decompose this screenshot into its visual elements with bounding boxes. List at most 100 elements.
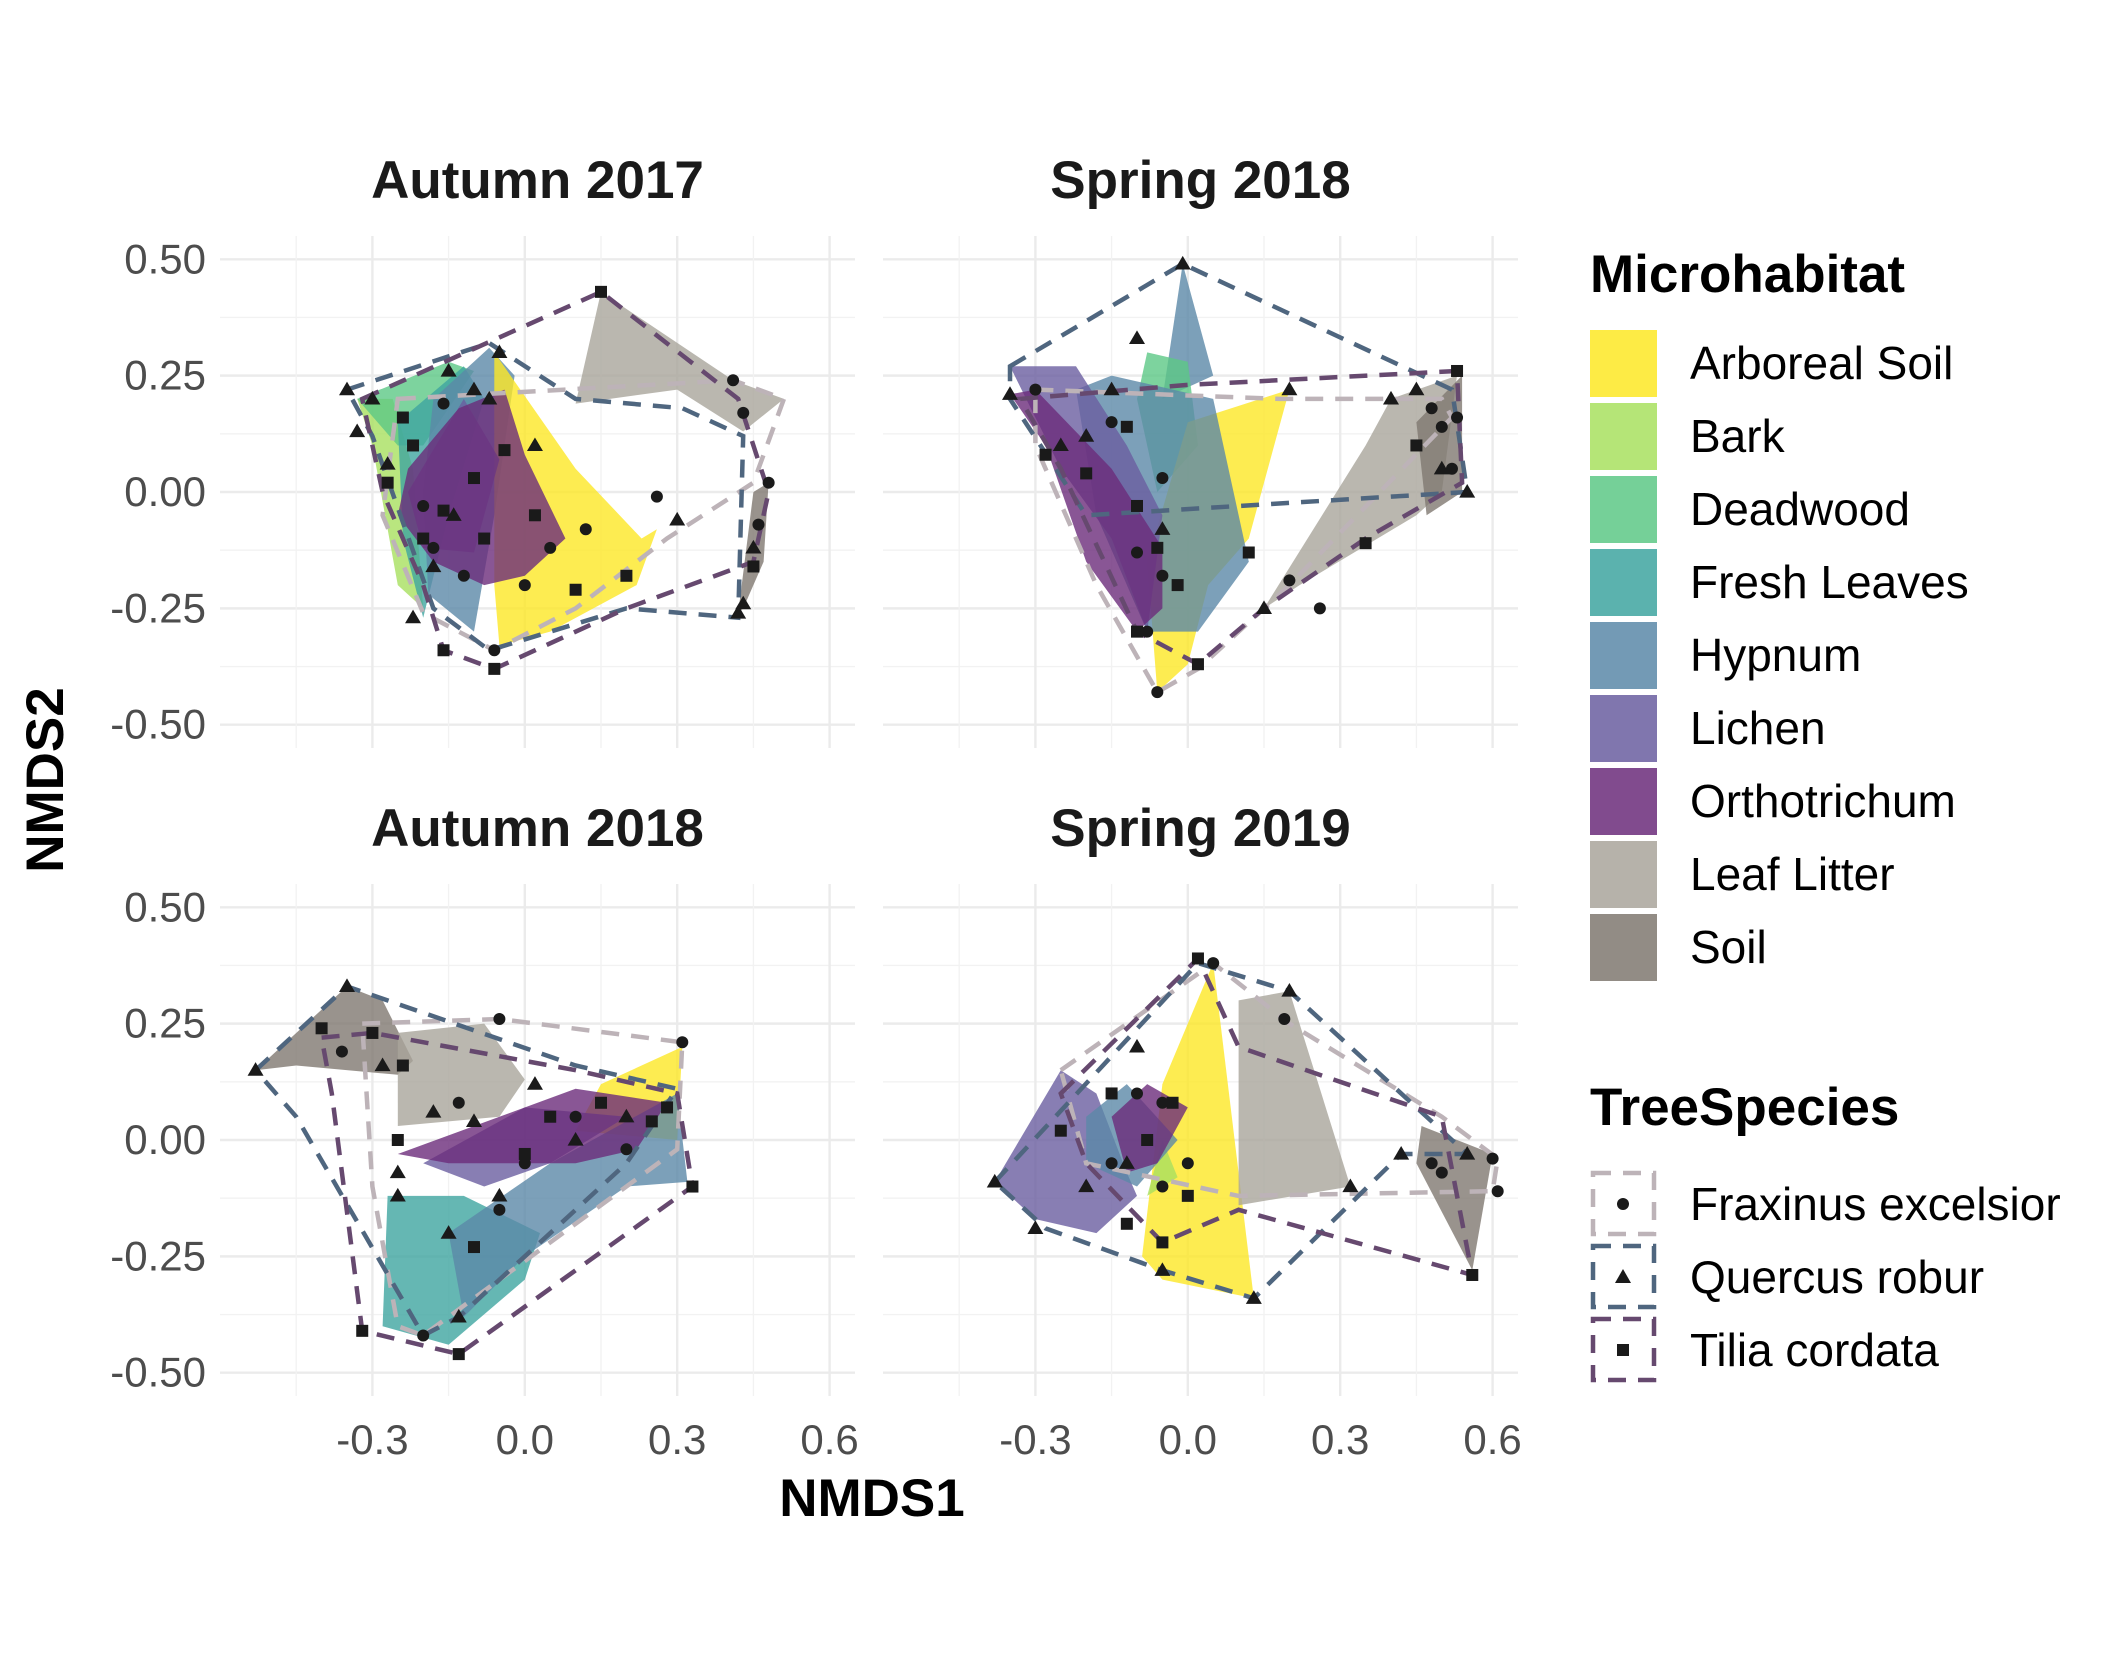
point-fraxinus xyxy=(335,1045,348,1058)
point-fraxinus xyxy=(650,490,663,503)
point-tilia xyxy=(1120,1217,1133,1230)
point-tilia xyxy=(1156,1236,1169,1249)
legend-key-hypnum xyxy=(1590,622,1657,689)
x-axis-title: NMDS1 xyxy=(779,1469,965,1528)
legend-key-quercus-robur xyxy=(1590,1243,1657,1310)
point-quercus xyxy=(247,1062,264,1076)
legend-symbol-triangle xyxy=(1615,1269,1631,1283)
point-quercus xyxy=(339,381,355,396)
point-quercus xyxy=(379,456,396,470)
point-quercus xyxy=(1408,381,1425,396)
point-quercus xyxy=(491,344,508,358)
point-fraxinus xyxy=(676,1036,689,1049)
point-tilia xyxy=(391,1134,404,1146)
species-hull-tilia-cordata xyxy=(1016,368,1465,667)
treespecies-legend-title: TreeSpecies xyxy=(1590,1078,1899,1137)
legend-label-deadwood: Deadwood xyxy=(1690,483,1910,535)
point-tilia xyxy=(1151,541,1164,554)
hull-leaf-litter xyxy=(397,1023,525,1126)
point-tilia xyxy=(569,583,582,596)
point-quercus xyxy=(1103,381,1120,396)
point-quercus xyxy=(1459,484,1476,498)
y-tick-label: 0.00 xyxy=(124,1116,206,1163)
point-fraxinus xyxy=(1156,1180,1169,1193)
point-quercus xyxy=(526,1076,543,1090)
point-quercus xyxy=(1174,255,1191,270)
point-quercus xyxy=(730,605,747,619)
species-hull-quercus-robur xyxy=(252,983,681,1339)
point-tilia xyxy=(518,1147,531,1160)
point-fraxinus xyxy=(1486,1152,1499,1165)
legend-key-fresh-leaves xyxy=(1590,549,1657,616)
legend-label-arboreal-soil: Arboreal Soil xyxy=(1690,337,1953,389)
point-fraxinus xyxy=(1131,1087,1143,1100)
point-tilia xyxy=(544,1110,557,1123)
point-fraxinus xyxy=(1141,625,1154,638)
point-quercus xyxy=(405,609,422,624)
y-tick-label: -0.25 xyxy=(110,1232,206,1279)
point-quercus xyxy=(1383,390,1399,405)
x-tick-label: -0.3 xyxy=(336,1416,408,1463)
point-tilia xyxy=(437,644,450,657)
point-tilia xyxy=(620,569,633,582)
point-tilia xyxy=(595,285,607,298)
point-quercus xyxy=(389,1164,406,1179)
legend-key-orthotrichum xyxy=(1590,768,1657,835)
point-quercus xyxy=(735,595,752,610)
legend-symbol-square xyxy=(1617,1344,1629,1356)
point-fraxinus xyxy=(762,476,775,489)
point-quercus xyxy=(374,1057,391,1072)
legend-label-quercus-robur: Quercus robur xyxy=(1690,1251,1984,1303)
point-quercus xyxy=(1027,1220,1044,1235)
point-quercus xyxy=(425,558,442,573)
point-quercus xyxy=(466,1113,482,1127)
microhabitat-hulls xyxy=(1010,263,1463,693)
point-fraxinus xyxy=(1435,1166,1448,1179)
point-quercus xyxy=(425,1104,442,1118)
hull-arboreal-soil xyxy=(494,352,657,646)
point-tilia xyxy=(1120,420,1133,433)
point-tilia xyxy=(478,532,491,545)
point-tilia xyxy=(366,1026,379,1039)
point-tilia xyxy=(661,1101,674,1114)
point-quercus xyxy=(1078,428,1095,442)
point-quercus xyxy=(526,437,543,452)
x-tick-label: 0.6 xyxy=(1463,1416,1521,1463)
y-tick-label: 0.00 xyxy=(124,468,206,515)
point-fraxinus xyxy=(1278,1012,1291,1025)
microhabitat-hulls xyxy=(357,291,784,646)
point-fraxinus xyxy=(417,499,430,512)
point-tilia xyxy=(1451,364,1464,377)
point-tilia xyxy=(1466,1268,1479,1281)
legend-key-soil xyxy=(1590,914,1657,981)
point-quercus xyxy=(466,381,482,396)
point-fraxinus xyxy=(1283,574,1296,587)
point-tilia xyxy=(1410,439,1423,452)
point-quercus xyxy=(669,511,686,526)
point-quercus xyxy=(481,390,498,405)
point-quercus xyxy=(618,1108,635,1123)
point-quercus xyxy=(491,1187,508,1202)
microhabitat-hulls xyxy=(255,986,688,1345)
point-quercus xyxy=(364,390,381,405)
point-fraxinus xyxy=(1156,569,1169,582)
legend-label-lichen: Lichen xyxy=(1690,702,1826,754)
point-quercus xyxy=(1459,1145,1476,1160)
point-quercus xyxy=(1281,381,1298,396)
point-tilia xyxy=(452,1348,465,1361)
legend-label-soil: Soil xyxy=(1690,921,1767,973)
point-tilia xyxy=(1191,658,1204,671)
point-fraxinus xyxy=(1451,411,1464,424)
point-quercus xyxy=(349,423,366,438)
point-tilia xyxy=(1039,448,1052,461)
point-tilia xyxy=(747,560,760,573)
point-quercus xyxy=(1129,1038,1145,1053)
grid-autumn-2018 xyxy=(220,884,855,1396)
point-fraxinus xyxy=(737,406,750,419)
panel-spring-2019: Spring 2019 -0.3 0.0 0.3 0.6 xyxy=(883,799,1522,1463)
legend-label-orthotrichum: Orthotrichum xyxy=(1690,775,1956,827)
hull-leaf-litter xyxy=(1238,991,1351,1206)
point-quercus xyxy=(1078,1178,1095,1193)
point-fraxinus xyxy=(452,1096,465,1109)
